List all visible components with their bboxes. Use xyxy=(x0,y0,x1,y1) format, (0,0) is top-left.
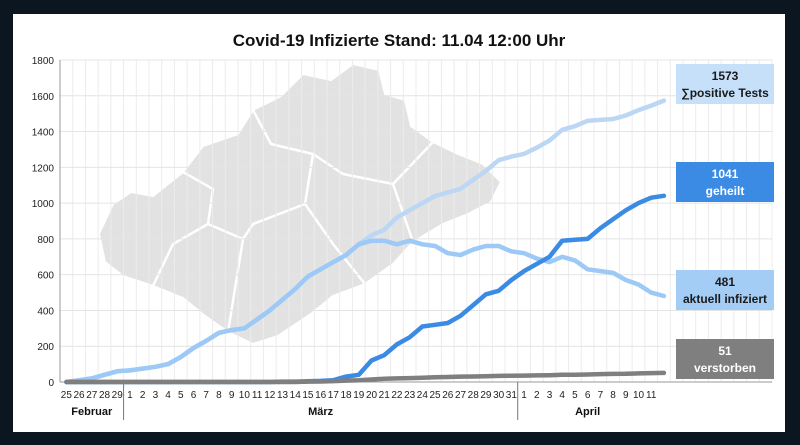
x-tick-label: 23 xyxy=(404,390,416,401)
series-line xyxy=(64,370,667,385)
x-tick-label: 12 xyxy=(264,390,276,401)
x-tick-label: 15 xyxy=(302,390,314,401)
y-tick-label: 1400 xyxy=(32,128,55,139)
x-tick-label: 30 xyxy=(493,390,505,401)
x-tick-label: 9 xyxy=(229,390,235,401)
callout-name: geheilt xyxy=(706,184,745,198)
x-tick-label: 24 xyxy=(417,390,429,401)
x-tick-label: 27 xyxy=(86,390,98,401)
x-tick-label: 26 xyxy=(74,390,86,401)
x-tick-label: 26 xyxy=(442,390,454,401)
x-tick-label: 3 xyxy=(153,390,159,401)
x-axis-ticks: 25 26 27 28 29 1 2 3 4 5 6 7 8 9 10 11 12 13 14 15 16 17 18 19 2… xyxy=(61,382,657,420)
series-line xyxy=(64,238,667,385)
y-tick-label: 1600 xyxy=(32,92,55,103)
callout-box xyxy=(676,64,774,104)
x-tick-label: 3 xyxy=(547,390,553,401)
y-axis-ticks: 0 200 400 600 800 1000 1200 1400 1600 1800 xyxy=(32,56,55,389)
y-tick-label: 1000 xyxy=(32,199,55,210)
map-border xyxy=(251,109,344,176)
x-tick-label: 22 xyxy=(391,390,403,401)
x-tick-label: 25 xyxy=(430,390,442,401)
callout-name: ∑positive Tests xyxy=(681,86,769,100)
x-tick-label: 5 xyxy=(178,390,184,401)
month-label: Februar xyxy=(71,406,113,418)
x-tick-label: 9 xyxy=(623,390,629,401)
x-tick-label: 4 xyxy=(559,390,565,401)
x-tick-label: 28 xyxy=(99,390,111,401)
x-tick-label: 20 xyxy=(366,390,378,401)
x-tick-label: 8 xyxy=(610,390,616,401)
x-tick-label: 4 xyxy=(165,390,171,401)
x-tick-label: 7 xyxy=(598,390,604,401)
x-tick-label: 14 xyxy=(290,390,302,401)
map-border xyxy=(226,202,306,333)
y-tick-label: 1800 xyxy=(32,56,55,67)
x-tick-label: 2 xyxy=(534,390,540,401)
map-border xyxy=(303,153,366,285)
callout-name: verstorben xyxy=(694,361,756,375)
callout-box xyxy=(676,162,774,202)
background-map xyxy=(97,62,503,346)
y-tick-label: 0 xyxy=(48,378,54,389)
x-tick-label: 28 xyxy=(468,390,480,401)
x-tick-label: 11 xyxy=(252,390,263,401)
grid xyxy=(59,59,773,383)
x-tick-label: 1 xyxy=(127,390,133,401)
y-tick-label: 1200 xyxy=(32,163,55,174)
series-lines xyxy=(64,98,667,385)
x-tick-label: 1 xyxy=(521,390,527,401)
map-border xyxy=(151,222,209,287)
callout-value: 1573 xyxy=(712,69,739,83)
background-map-shape xyxy=(97,62,503,346)
callout-value: 481 xyxy=(715,275,735,289)
y-tick-label: 800 xyxy=(37,235,54,246)
x-tick-label: 10 xyxy=(633,390,645,401)
y-tick-label: 600 xyxy=(37,271,54,282)
x-tick-label: 6 xyxy=(585,390,591,401)
month-label: April xyxy=(575,406,600,418)
x-tick-label: 31 xyxy=(506,390,518,401)
callout-box xyxy=(676,270,774,310)
x-tick-label: 17 xyxy=(328,390,340,401)
x-tick-label: 6 xyxy=(191,390,197,401)
callouts: 1573 ∑positive Tests 1041 geheilt 481 aktuell… xyxy=(676,64,774,379)
x-tick-label: 19 xyxy=(353,390,365,401)
x-tick-label: 29 xyxy=(112,390,124,401)
x-tick-label: 25 xyxy=(61,390,73,401)
x-tick-label: 21 xyxy=(379,390,391,401)
chart-title: Covid-19 Infizierte Stand: 11.04 12:00 U… xyxy=(233,31,566,50)
callout-name: aktuell infiziert xyxy=(683,292,767,306)
chart-svg: Covid-19 Infizierte Stand: 11.04 12:00 U… xyxy=(32,31,774,420)
x-tick-label: 13 xyxy=(277,390,289,401)
x-tick-label: 18 xyxy=(341,390,353,401)
x-tick-label: 7 xyxy=(203,390,209,401)
x-tick-label: 5 xyxy=(572,390,578,401)
x-tick-label: 2 xyxy=(140,390,146,401)
y-tick-label: 200 xyxy=(37,342,54,353)
x-tick-label: 8 xyxy=(216,390,222,401)
callout-value: 51 xyxy=(718,344,732,358)
callout-box xyxy=(676,339,774,379)
x-tick-label: 11 xyxy=(646,390,657,401)
x-tick-label: 27 xyxy=(455,390,467,401)
x-tick-label: 16 xyxy=(315,390,327,401)
x-tick-label: 10 xyxy=(239,390,251,401)
chart-frame: Covid-19 Infizierte Stand: 11.04 12:00 U… xyxy=(13,14,785,432)
month-label: März xyxy=(308,406,334,418)
x-tick-label: 29 xyxy=(480,390,492,401)
callout-value: 1041 xyxy=(712,167,739,181)
y-tick-label: 400 xyxy=(37,306,54,317)
